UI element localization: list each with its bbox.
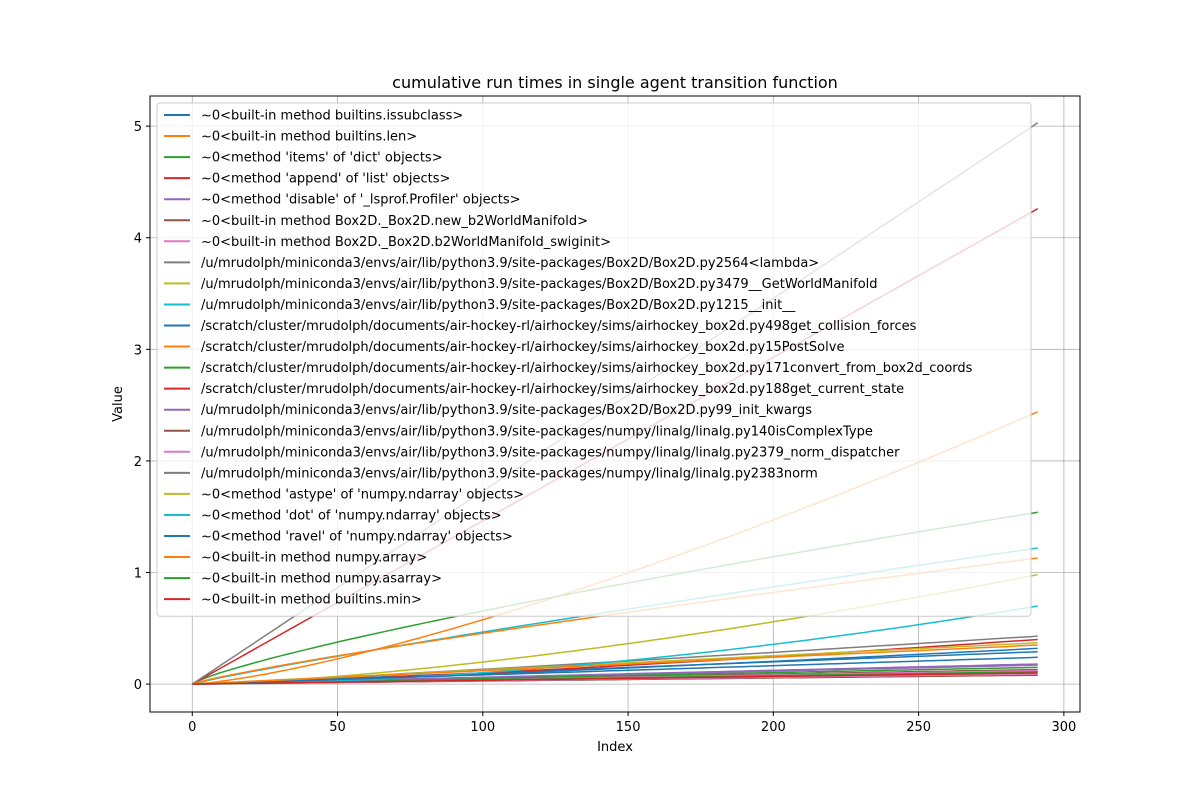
legend-label: ~0<method 'items' of 'dict' objects> (201, 151, 443, 166)
x-tick-label: 300 (1051, 720, 1076, 735)
x-tick-label: 50 (329, 720, 346, 735)
x-tick-label: 200 (761, 720, 786, 735)
legend-label: /scratch/cluster/mrudolph/documents/air-… (201, 382, 904, 397)
y-tick-label: 0 (134, 678, 142, 693)
legend-label: ~0<built-in method Box2D._Box2D.new_b2Wo… (201, 214, 588, 229)
series-line-20 (192, 605, 1038, 685)
y-tick-label: 1 (134, 567, 142, 582)
chart-title: cumulative run times in single agent tra… (392, 73, 838, 92)
x-tick-label: 150 (616, 720, 641, 735)
legend-label: /u/mrudolph/miniconda3/envs/air/lib/pyth… (201, 445, 900, 460)
legend-label: ~0<method 'dot' of 'numpy.ndarray' objec… (201, 508, 502, 523)
legend-label: ~0<method 'ravel' of 'numpy.ndarray' obj… (201, 530, 513, 545)
legend-label: /u/mrudolph/miniconda3/envs/air/lib/pyth… (201, 424, 873, 439)
x-tick-label: 250 (906, 720, 931, 735)
legend: ~0<built-in method builtins.issubclass> ~… (156, 102, 1032, 617)
legend-label: /u/mrudolph/miniconda3/envs/air/lib/pyth… (201, 298, 796, 313)
x-axis: 0 50 100 150 200 250 300 (188, 712, 1076, 735)
legend-label: ~0<built-in method numpy.asarray> (201, 572, 442, 587)
legend-label: /u/mrudolph/miniconda3/envs/air/lib/pyth… (201, 256, 819, 271)
x-tick-label: 100 (470, 720, 495, 735)
legend-label: ~0<built-in method numpy.array> (201, 551, 427, 566)
y-tick-label: 5 (134, 120, 142, 135)
legend-label: /u/mrudolph/miniconda3/envs/air/lib/pyth… (201, 277, 878, 292)
plot-frame (149, 95, 1081, 713)
legend-label: /scratch/cluster/mrudolph/documents/air-… (201, 361, 973, 376)
y-tick-label: 3 (134, 343, 142, 358)
x-tick-label: 0 (188, 720, 196, 735)
legend-label: /u/mrudolph/miniconda3/envs/air/lib/pyth… (201, 466, 818, 481)
legend-label: /scratch/cluster/mrudolph/documents/air-… (201, 340, 844, 355)
x-axis-label: Index (597, 740, 633, 755)
legend-label: ~0<built-in method Box2D._Box2D.b2WorldM… (201, 235, 611, 250)
y-tick-label: 2 (134, 455, 142, 470)
y-axis: 0 1 2 3 4 5 (134, 120, 150, 693)
y-tick-label: 4 (134, 232, 142, 247)
legend-label: /u/mrudolph/miniconda3/envs/air/lib/pyth… (201, 403, 812, 418)
legend-label: /scratch/cluster/mrudolph/documents/air-… (201, 319, 917, 334)
series-line-21 (192, 656, 1038, 685)
legend-label: ~0<method 'disable' of '_lsprof.Profiler… (201, 193, 520, 208)
legend-label: ~0<method 'astype' of 'numpy.ndarray' ob… (201, 487, 524, 502)
legend-label: ~0<built-in method builtins.min> (201, 593, 422, 608)
legend-label: ~0<method 'append' of 'list' objects> (201, 172, 450, 187)
y-axis-label: Value (111, 386, 126, 422)
legend-label: ~0<built-in method builtins.issubclass> (201, 109, 463, 124)
legend-label: ~0<built-in method builtins.len> (201, 130, 417, 145)
series-line-24 (192, 672, 1038, 685)
legend-box (156, 102, 1032, 617)
series-line-22 (192, 644, 1038, 685)
